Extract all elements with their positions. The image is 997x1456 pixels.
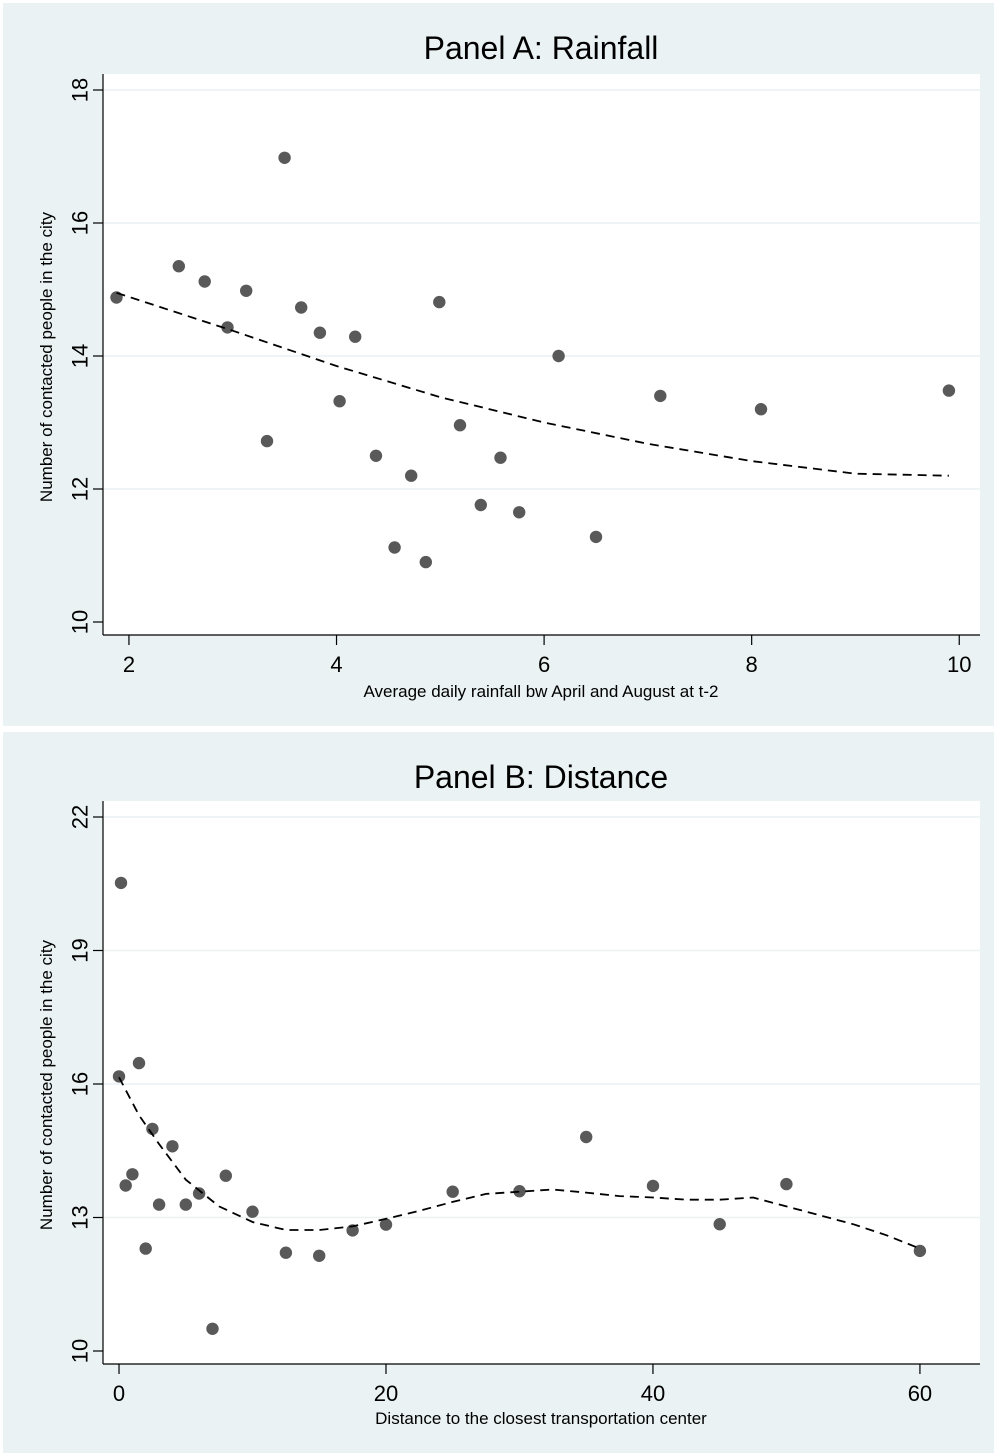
- panel-b-y-tick-label: 10: [68, 1339, 93, 1363]
- panel-b-title: Panel B: Distance: [414, 759, 668, 795]
- panel-b-data-point: [646, 1179, 660, 1193]
- panel-b-data-point: [279, 1246, 293, 1259]
- panel-a-data-point: [369, 449, 383, 462]
- panel-a-data-point: [240, 284, 253, 297]
- panel-a-data-point: [313, 326, 327, 339]
- panel-a-data-point: [278, 151, 291, 164]
- panel-a-data-point: [349, 330, 362, 343]
- panel-a-data-point: [552, 349, 565, 363]
- panel-b-grid: [103, 816, 980, 1219]
- panel-b-x-axis-label: Distance to the closest transportation c…: [375, 1409, 707, 1428]
- panel-b-distance: 10 13 16 19 22 0 20 40 60 Panel B: Distance Dist…: [3, 732, 994, 1453]
- panel-b-y-tick-label: 16: [68, 1072, 93, 1096]
- panel-a-data-point: [260, 434, 274, 448]
- panel-a-y-axis-label: Number of contacted people in the city: [37, 211, 56, 502]
- panel-b-data-point: [132, 1056, 146, 1070]
- panel-b-data-point: [379, 1218, 393, 1231]
- panel-a-x-tick-label: 2: [123, 652, 135, 677]
- panel-a-y-tick-label: 14: [68, 344, 93, 368]
- panel-b-data-point: [446, 1185, 459, 1198]
- panel-a-data-point: [198, 275, 211, 288]
- panel-b-data-point: [126, 1168, 139, 1181]
- panel-a-data-point: [589, 530, 603, 544]
- panel-b-axes: [102, 801, 980, 1365]
- panel-a-data-point: [754, 403, 768, 416]
- panel-a-grid: [103, 89, 980, 490]
- panel-b-x-tick-label: 40: [641, 1381, 665, 1406]
- panel-a-rainfall: 10 12 14 16 18 2 4 6 8 10 Panel A: Rainfall Avera…: [3, 3, 994, 726]
- panel-b-x-tick-label: 20: [374, 1381, 398, 1406]
- panel-a-ticks: 10 12 14 16 18 2 4 6 8 10: [68, 78, 972, 677]
- panel-a-y-tick-label: 10: [68, 610, 93, 634]
- panel-a-data-point: [474, 498, 487, 512]
- panel-b-plot-area: [103, 801, 980, 1364]
- panel-b-data-point: [146, 1122, 159, 1136]
- panel-b-y-axis-label: Number of contacted people in the city: [37, 939, 56, 1230]
- panel-b-data-point: [246, 1205, 259, 1218]
- panel-a-x-axis-label: Average daily rainfall bw April and Augu…: [363, 682, 718, 701]
- panel-a-x-tick-label: 6: [538, 652, 550, 677]
- panel-a-plot-area: [103, 74, 980, 635]
- panel-b-x-tick-label: 60: [908, 1381, 932, 1406]
- panel-a-data-point: [513, 506, 526, 519]
- panel-a-data-point: [494, 451, 507, 464]
- panel-b-data-point: [112, 1070, 126, 1083]
- panel-a-series: [110, 151, 956, 569]
- panel-b-data-point: [313, 1249, 326, 1263]
- panel-b-y-tick-label: 13: [68, 1205, 93, 1229]
- panel-b-data-point: [192, 1187, 206, 1200]
- panel-b-data-point: [166, 1140, 179, 1153]
- panel-b-data-point: [580, 1130, 593, 1144]
- panel-a-data-point: [388, 541, 401, 554]
- panel-a-data-point: [419, 555, 432, 569]
- panel-b-data-point: [152, 1198, 166, 1211]
- panel-b-data-point: [114, 876, 128, 890]
- panel-a-y-tick-label: 12: [68, 477, 93, 501]
- panel-b-data-point: [219, 1169, 232, 1182]
- panel-b-series: [112, 876, 927, 1336]
- panel-a-data-point: [295, 301, 308, 314]
- panel-a-data-point: [433, 295, 446, 309]
- panel-b-data-point: [713, 1218, 726, 1231]
- panel-a-data-point: [654, 389, 667, 403]
- panel-b-data-point: [513, 1185, 526, 1198]
- panel-a-x-tick-label: 8: [746, 652, 758, 677]
- panel-a-y-tick-label: 18: [68, 78, 93, 102]
- panel-a-x-tick-label: 4: [330, 652, 342, 677]
- panel-a-data-point: [333, 395, 346, 408]
- panel-b-data-point: [780, 1177, 793, 1191]
- panel-b-data-point: [139, 1242, 152, 1255]
- panel-b-ticks: 10 13 16 19 22 0 20 40 60: [68, 805, 932, 1406]
- panel-a-data-point: [453, 419, 467, 432]
- panel-a-title: Panel A: Rainfall: [424, 30, 659, 66]
- panel-a-axes: [102, 74, 980, 636]
- panel-b-data-point: [119, 1179, 132, 1192]
- panel-b-data-point: [179, 1198, 192, 1211]
- panel-b-fitted-line: [118, 1076, 921, 1250]
- panel-a-data-point: [172, 260, 185, 273]
- panel-a-data-point: [405, 469, 418, 482]
- panel-b-x-tick-label: 0: [113, 1381, 125, 1406]
- panel-b-y-tick-label: 19: [68, 938, 93, 962]
- panel-b-y-tick-label: 22: [68, 805, 93, 829]
- panel-a-fitted-line: [116, 291, 949, 477]
- panel-b-data-point: [913, 1244, 927, 1258]
- panel-a-y-tick-label: 16: [68, 211, 93, 235]
- panel-a-data-point: [942, 384, 956, 397]
- panel-a-x-tick-label: 10: [947, 652, 971, 677]
- panel-b-data-point: [206, 1322, 219, 1336]
